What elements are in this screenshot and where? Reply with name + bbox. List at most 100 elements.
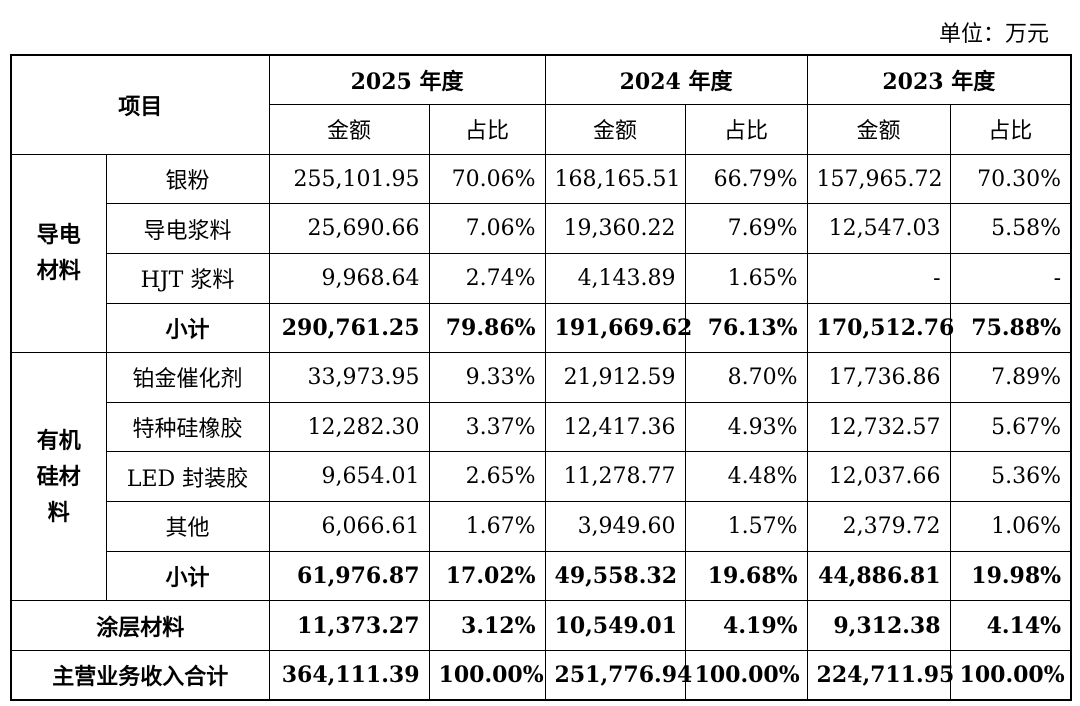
table-row: 其他 6,066.61 1.67% 3,949.60 1.57% 2,379.7… bbox=[11, 500, 1072, 552]
cell-value: 255,101.95 bbox=[268, 153, 430, 205]
cell-value: - bbox=[806, 252, 951, 304]
cell-value: 12,417.36 bbox=[544, 401, 686, 453]
cell-value: 170,512.76 bbox=[806, 302, 954, 354]
cell-value: 25,690.66 bbox=[268, 203, 430, 254]
cell-value: 19.98% bbox=[949, 550, 1072, 602]
cell-value: 100.00% bbox=[684, 649, 808, 701]
revenue-table: 项目 2025 年度 2024 年度 2023 年度 金额 占比 金额 占比 金… bbox=[10, 54, 1073, 701]
header-amount: 金额 bbox=[544, 104, 686, 155]
cell-value: 100.00% bbox=[949, 649, 1072, 701]
cell-value: 7.89% bbox=[949, 352, 1072, 403]
cell-value: 66.79% bbox=[684, 153, 808, 205]
cell-value: 1.67% bbox=[428, 500, 546, 552]
table-row: HJT 浆料 9,968.64 2.74% 4,143.89 1.65% - - bbox=[11, 252, 1072, 304]
coating-row: 涂层材料 11,373.27 3.12% 10,549.01 4.19% 9,3… bbox=[10, 600, 1072, 651]
header-item: 项目 bbox=[10, 54, 270, 155]
row-label: 小计 bbox=[105, 302, 270, 354]
header-ratio: 占比 bbox=[949, 104, 1072, 155]
cell-value: 21,912.59 bbox=[544, 352, 686, 403]
cell-value: 9,654.01 bbox=[268, 451, 430, 502]
cell-value: 2,379.72 bbox=[806, 500, 951, 552]
cell-value: 79.86% bbox=[428, 302, 546, 354]
cell-value: 17,736.86 bbox=[806, 352, 951, 403]
cell-value: 33,973.95 bbox=[268, 352, 430, 403]
cell-value: 12,732.57 bbox=[806, 401, 951, 453]
cell-value: 4,143.89 bbox=[544, 252, 686, 304]
cell-value: 12,547.03 bbox=[806, 203, 951, 254]
cell-value: 9,312.38 bbox=[806, 600, 951, 651]
cell-value: 1.06% bbox=[949, 500, 1072, 552]
header-amount: 金额 bbox=[806, 104, 951, 155]
cell-value: 9,968.64 bbox=[268, 252, 430, 304]
cell-value: 11,278.77 bbox=[544, 451, 686, 502]
row-label: HJT 浆料 bbox=[105, 252, 270, 304]
cell-value: 2.74% bbox=[428, 252, 546, 304]
row-label: 涂层材料 bbox=[10, 600, 270, 651]
group-label-conductive: 导电 材料 bbox=[10, 153, 107, 354]
cell-value: 17.02% bbox=[428, 550, 546, 602]
cell-value: 4.48% bbox=[684, 451, 808, 502]
cell-value: 76.13% bbox=[684, 302, 808, 354]
cell-value: 168,165.51 bbox=[544, 153, 686, 205]
cell-value: 5.58% bbox=[949, 203, 1072, 254]
cell-value: 4.14% bbox=[949, 600, 1072, 651]
cell-value: 4.19% bbox=[684, 600, 808, 651]
header-year-2025: 2025 年度 bbox=[268, 54, 546, 106]
cell-value: 11,373.27 bbox=[268, 600, 430, 651]
header-year-2023: 2023 年度 bbox=[806, 54, 1072, 106]
cell-value: 7.69% bbox=[684, 203, 808, 254]
group-label-line: 材料 bbox=[36, 258, 81, 285]
cell-value: 251,776.94 bbox=[544, 649, 692, 701]
subtotal-row: 小计 61,976.87 17.02% 49,558.32 19.68% 44,… bbox=[11, 550, 1072, 602]
cell-value: 364,111.39 bbox=[268, 649, 430, 701]
table-row: 导电 材料 银粉 255,101.95 70.06% 168,165.51 66… bbox=[10, 153, 1072, 354]
cell-value: 3.12% bbox=[428, 600, 546, 651]
row-label: 其他 bbox=[105, 500, 270, 552]
cell-value: 9.33% bbox=[428, 352, 546, 403]
cell-value: 3.37% bbox=[428, 401, 546, 453]
cell-value: 191,669.62 bbox=[544, 302, 692, 354]
unit-label: 单位：万元 bbox=[938, 22, 1049, 47]
table-row: LED 封装胶 9,654.01 2.65% 11,278.77 4.48% 1… bbox=[11, 451, 1072, 502]
table-row: 特种硅橡胶 12,282.30 3.37% 12,417.36 4.93% 12… bbox=[11, 401, 1072, 453]
cell-value: 10,549.01 bbox=[544, 600, 686, 651]
row-label: LED 封装胶 bbox=[105, 451, 270, 502]
group-label-line: 有机 bbox=[36, 427, 81, 454]
cell-value: 75.88% bbox=[949, 302, 1072, 354]
table-row: 导电浆料 25,690.66 7.06% 19,360.22 7.69% 12,… bbox=[11, 203, 1072, 254]
cell-value: 157,965.72 bbox=[806, 153, 951, 205]
table-row: 有机 硅材 料 铂金催化剂 33,973.95 9.33% 21,912.59 … bbox=[10, 352, 1072, 602]
group-label-silicone: 有机 硅材 料 bbox=[10, 352, 107, 602]
cell-value: 1.57% bbox=[684, 500, 808, 552]
group-label-line: 硅材 bbox=[36, 463, 81, 490]
row-label: 铂金催化剂 bbox=[105, 352, 270, 403]
row-label: 小计 bbox=[105, 550, 270, 602]
cell-value: 3,949.60 bbox=[544, 500, 686, 552]
row-label: 银粉 bbox=[105, 153, 270, 205]
cell-value: 19.68% bbox=[684, 550, 808, 602]
header-amount: 金额 bbox=[268, 104, 430, 155]
cell-value: 19,360.22 bbox=[544, 203, 686, 254]
cell-value: 1.65% bbox=[684, 252, 808, 304]
cell-value: 44,886.81 bbox=[806, 550, 951, 602]
group-label-line: 料 bbox=[47, 499, 70, 526]
cell-value: 7.06% bbox=[428, 203, 546, 254]
cell-value: 4.93% bbox=[684, 401, 808, 453]
cell-value: 8.70% bbox=[684, 352, 808, 403]
cell-value: 2.65% bbox=[428, 451, 546, 502]
header-year-2024: 2024 年度 bbox=[544, 54, 808, 106]
row-label: 主营业务收入合计 bbox=[10, 649, 270, 701]
cell-value: 5.36% bbox=[949, 451, 1072, 502]
group-label-line: 导电 bbox=[36, 222, 81, 249]
cell-value: 100.00% bbox=[428, 649, 546, 701]
cell-value: 290,761.25 bbox=[268, 302, 430, 354]
cell-value: 224,711.95 bbox=[806, 649, 954, 701]
cell-value: 12,037.66 bbox=[806, 451, 951, 502]
row-label: 特种硅橡胶 bbox=[105, 401, 270, 453]
header-ratio: 占比 bbox=[684, 104, 808, 155]
cell-value: 61,976.87 bbox=[268, 550, 430, 602]
subtotal-row: 小计 290,761.25 79.86% 191,669.62 76.13% 1… bbox=[11, 302, 1072, 354]
cell-value: 70.30% bbox=[949, 153, 1072, 205]
header-ratio: 占比 bbox=[428, 104, 546, 155]
cell-value: 70.06% bbox=[428, 153, 546, 205]
